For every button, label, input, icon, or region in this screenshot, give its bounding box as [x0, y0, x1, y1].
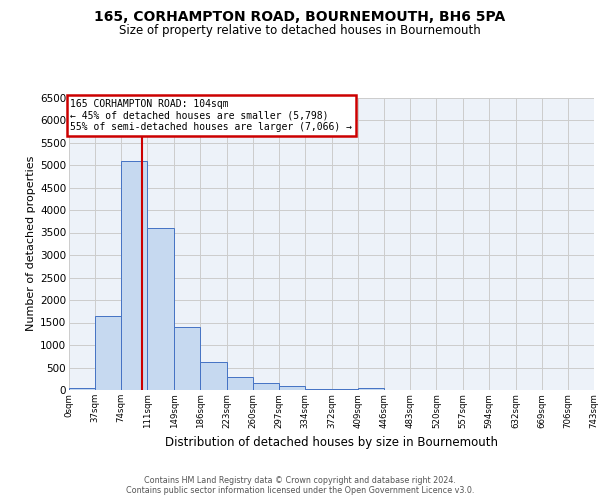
Bar: [121, 160, 148, 390]
Bar: [358, 388, 384, 390]
Bar: [95, 316, 121, 390]
Bar: [148, 228, 174, 390]
Bar: [253, 383, 279, 390]
Y-axis label: Number of detached properties: Number of detached properties: [26, 156, 36, 332]
Bar: [227, 376, 253, 390]
Bar: [279, 386, 305, 390]
X-axis label: Distribution of detached houses by size in Bournemouth: Distribution of detached houses by size …: [165, 436, 498, 449]
Bar: [305, 388, 332, 390]
Text: Contains public sector information licensed under the Open Government Licence v3: Contains public sector information licen…: [126, 486, 474, 495]
Bar: [69, 388, 95, 390]
Bar: [174, 327, 200, 390]
Text: 165 CORHAMPTON ROAD: 104sqm
← 45% of detached houses are smaller (5,798)
55% of : 165 CORHAMPTON ROAD: 104sqm ← 45% of det…: [70, 99, 352, 132]
Text: 165, CORHAMPTON ROAD, BOURNEMOUTH, BH6 5PA: 165, CORHAMPTON ROAD, BOURNEMOUTH, BH6 5…: [94, 10, 506, 24]
Bar: [200, 362, 227, 390]
Text: Contains HM Land Registry data © Crown copyright and database right 2024.: Contains HM Land Registry data © Crown c…: [144, 476, 456, 485]
Text: Size of property relative to detached houses in Bournemouth: Size of property relative to detached ho…: [119, 24, 481, 37]
Bar: [332, 389, 358, 390]
